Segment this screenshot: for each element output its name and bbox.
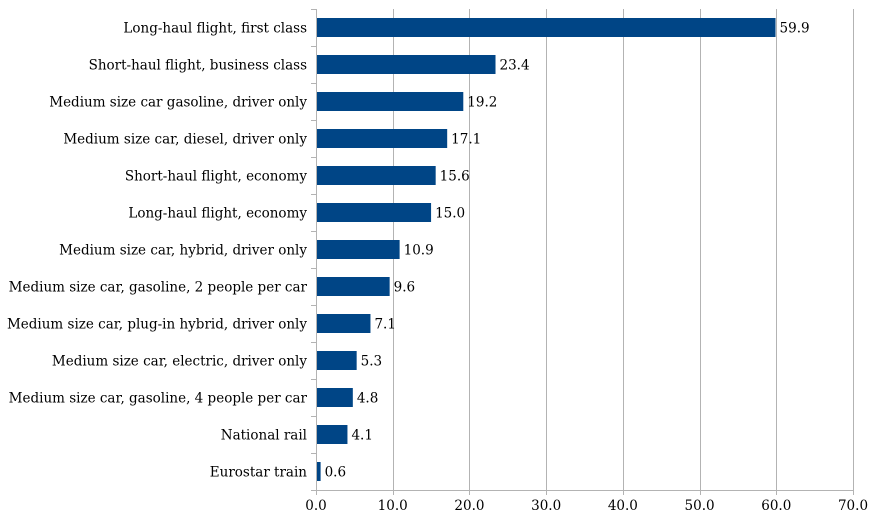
data-label: 5.3: [361, 354, 382, 370]
x-tick-label: 50.0: [685, 498, 715, 514]
category-label: Medium size car, gasoline, 2 people per …: [9, 280, 308, 296]
x-tick-label: 10.0: [378, 498, 408, 514]
data-label: 10.9: [404, 243, 434, 259]
data-label: 17.1: [451, 132, 481, 148]
category-label: Medium size car gasoline, driver only: [49, 95, 307, 111]
category-label: Short-haul flight, economy: [125, 169, 308, 185]
category-labels: Long-haul flight, first class Short-haul …: [7, 21, 308, 481]
category-label: National rail: [221, 428, 307, 444]
bar: [317, 166, 436, 185]
x-tick-label: 40.0: [608, 498, 638, 514]
data-label: 19.2: [467, 95, 497, 111]
grid-lines: [393, 9, 854, 490]
data-label: 7.1: [374, 317, 395, 333]
bar: [317, 55, 496, 74]
bar: [317, 462, 321, 481]
category-label: Short-haul flight, business class: [89, 58, 307, 74]
bar: [317, 18, 776, 37]
data-label: 15.6: [440, 169, 470, 185]
bar: [317, 92, 464, 111]
category-label: Medium size car, diesel, driver only: [63, 132, 307, 148]
x-tick-labels: 0.0 10.0 20.0 30.0 40.0 50.0 60.0 70.0: [305, 498, 868, 514]
data-label: 9.6: [394, 280, 415, 296]
bar: [317, 203, 432, 222]
axes: [311, 9, 854, 495]
bar: [317, 240, 400, 259]
data-label: 15.0: [435, 206, 465, 222]
category-label: Medium size car, electric, driver only: [52, 354, 307, 370]
category-label: Medium size car, plug-in hybrid, driver …: [7, 317, 307, 333]
x-tick-label: 20.0: [454, 498, 484, 514]
bar: [317, 129, 448, 148]
category-label: Long-haul flight, economy: [128, 206, 307, 222]
bar: [317, 351, 357, 370]
bar: [317, 314, 371, 333]
bar: [317, 425, 348, 444]
x-tick-label: 70.0: [838, 498, 868, 514]
data-label: 0.6: [325, 465, 346, 481]
category-label: Long-haul flight, first class: [123, 21, 307, 37]
data-label: 59.9: [780, 21, 810, 37]
x-tick-label: 30.0: [531, 498, 561, 514]
category-label: Medium size car, hybrid, driver only: [59, 243, 307, 259]
bars: [317, 18, 776, 481]
x-tick-label: 60.0: [761, 498, 791, 514]
data-label: 4.8: [357, 391, 378, 407]
category-label: Eurostar train: [210, 465, 308, 481]
data-label: 4.1: [351, 428, 372, 444]
bar: [317, 388, 353, 407]
bar: [317, 277, 390, 296]
data-label: 23.4: [500, 58, 530, 74]
category-label: Medium size car, gasoline, 4 people per …: [9, 391, 308, 407]
data-labels: 59.9 23.4 19.2 17.1 15.6 15.0 10.9 9.6 7.1 5.3 4.8…: [325, 21, 810, 481]
x-tick-label: 0.0: [305, 498, 326, 514]
